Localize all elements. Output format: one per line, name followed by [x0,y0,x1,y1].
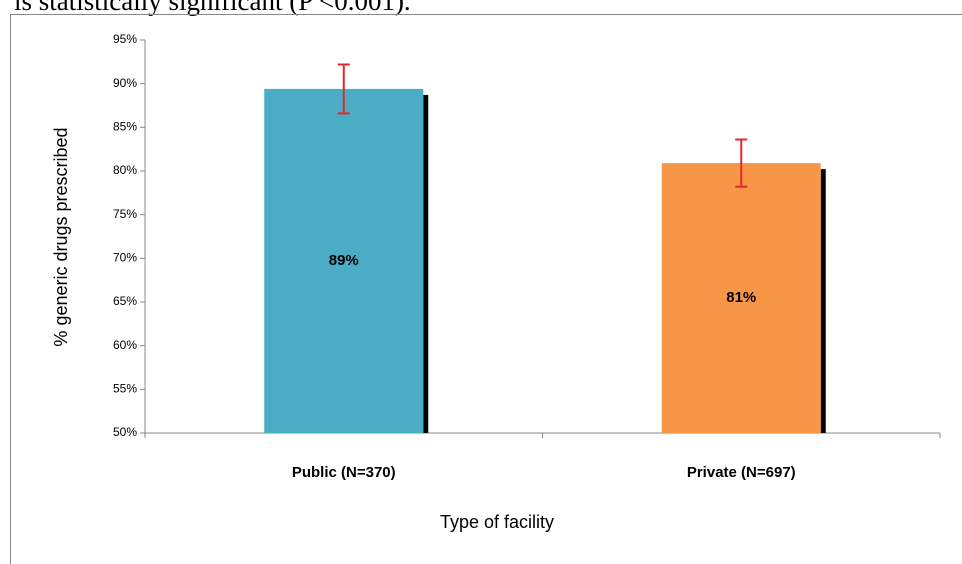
y-tick-label: 60% [113,338,137,352]
error-bar [337,63,350,115]
bar-shadow [423,94,429,433]
value-label: 89% [329,252,359,269]
x-axis-title: Type of facility [440,512,554,532]
y-tick-label: 95% [113,32,137,46]
y-tick-label: 90% [113,76,137,90]
y-axis-title: % generic drugs prescribed [51,127,71,346]
x-tick-label: Public (N=370) [292,464,396,481]
frame [10,14,962,564]
bar [264,88,424,433]
caption: is statistically significant (P <0.001). [14,0,411,16]
error-bar [735,138,748,188]
bar [661,163,821,433]
y-tick-label: 80% [113,163,137,177]
y-tick-label: 55% [113,382,137,396]
y-tick-label: 85% [113,120,137,134]
y-tick-label: 75% [113,207,137,221]
bar-shadow [820,169,826,433]
y-tick-label: 50% [113,425,137,439]
y-tick-label: 65% [113,294,137,308]
value-label: 81% [726,289,756,306]
x-tick-label: Private (N=697) [687,464,796,481]
y-tick-label: 70% [113,251,137,265]
